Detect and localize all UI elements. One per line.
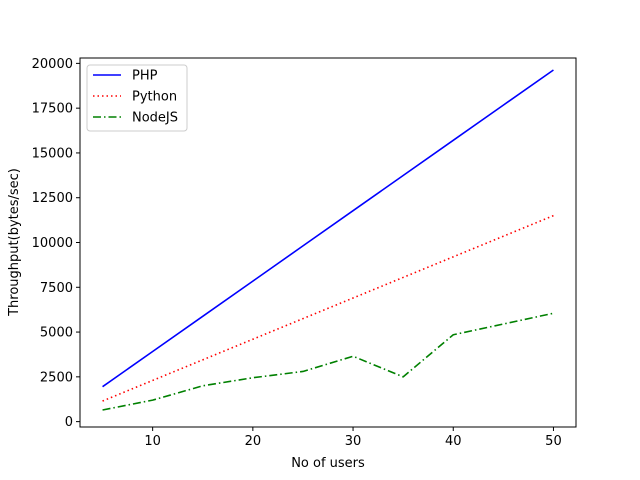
legend-box: [86, 64, 188, 132]
x-tick-label: 40: [445, 434, 462, 449]
y-tick-label: 15000: [32, 146, 73, 161]
legend-label-python: Python: [132, 90, 177, 105]
series-layer: [102, 69, 554, 411]
series-line-python: [102, 214, 554, 402]
legend-label-nodejs: NodeJS: [132, 111, 178, 126]
x-axis-label: No of users: [291, 456, 365, 471]
y-tick-label: 7500: [40, 281, 73, 296]
legend-label-php: PHP: [132, 69, 158, 84]
x-tick-label: 50: [545, 434, 562, 449]
y-tick-label: 17500: [32, 102, 73, 117]
x-tick-label: 10: [144, 434, 161, 449]
x-axis-ticks: 10 20 30 40 50: [144, 427, 562, 449]
y-tick-label: 2500: [40, 370, 73, 385]
y-tick-label: 5000: [40, 326, 73, 341]
y-tick-label: 12500: [32, 191, 73, 206]
x-tick-label: 20: [245, 434, 262, 449]
series-line-nodejs: [102, 312, 554, 411]
y-tick-label: 10000: [32, 236, 73, 251]
y-tick-label: 20000: [32, 57, 73, 72]
y-axis-label: Throughput(bytes/sec): [7, 168, 22, 317]
y-tick-label: 0: [65, 415, 73, 430]
y-axis-ticks: 0 2500 5000 7500 10000 12500 15000 17500 20000: [32, 57, 80, 430]
x-tick-label: 30: [345, 434, 362, 449]
series-line-php: [102, 69, 554, 388]
legend: PHP Python NodeJS: [86, 64, 188, 132]
